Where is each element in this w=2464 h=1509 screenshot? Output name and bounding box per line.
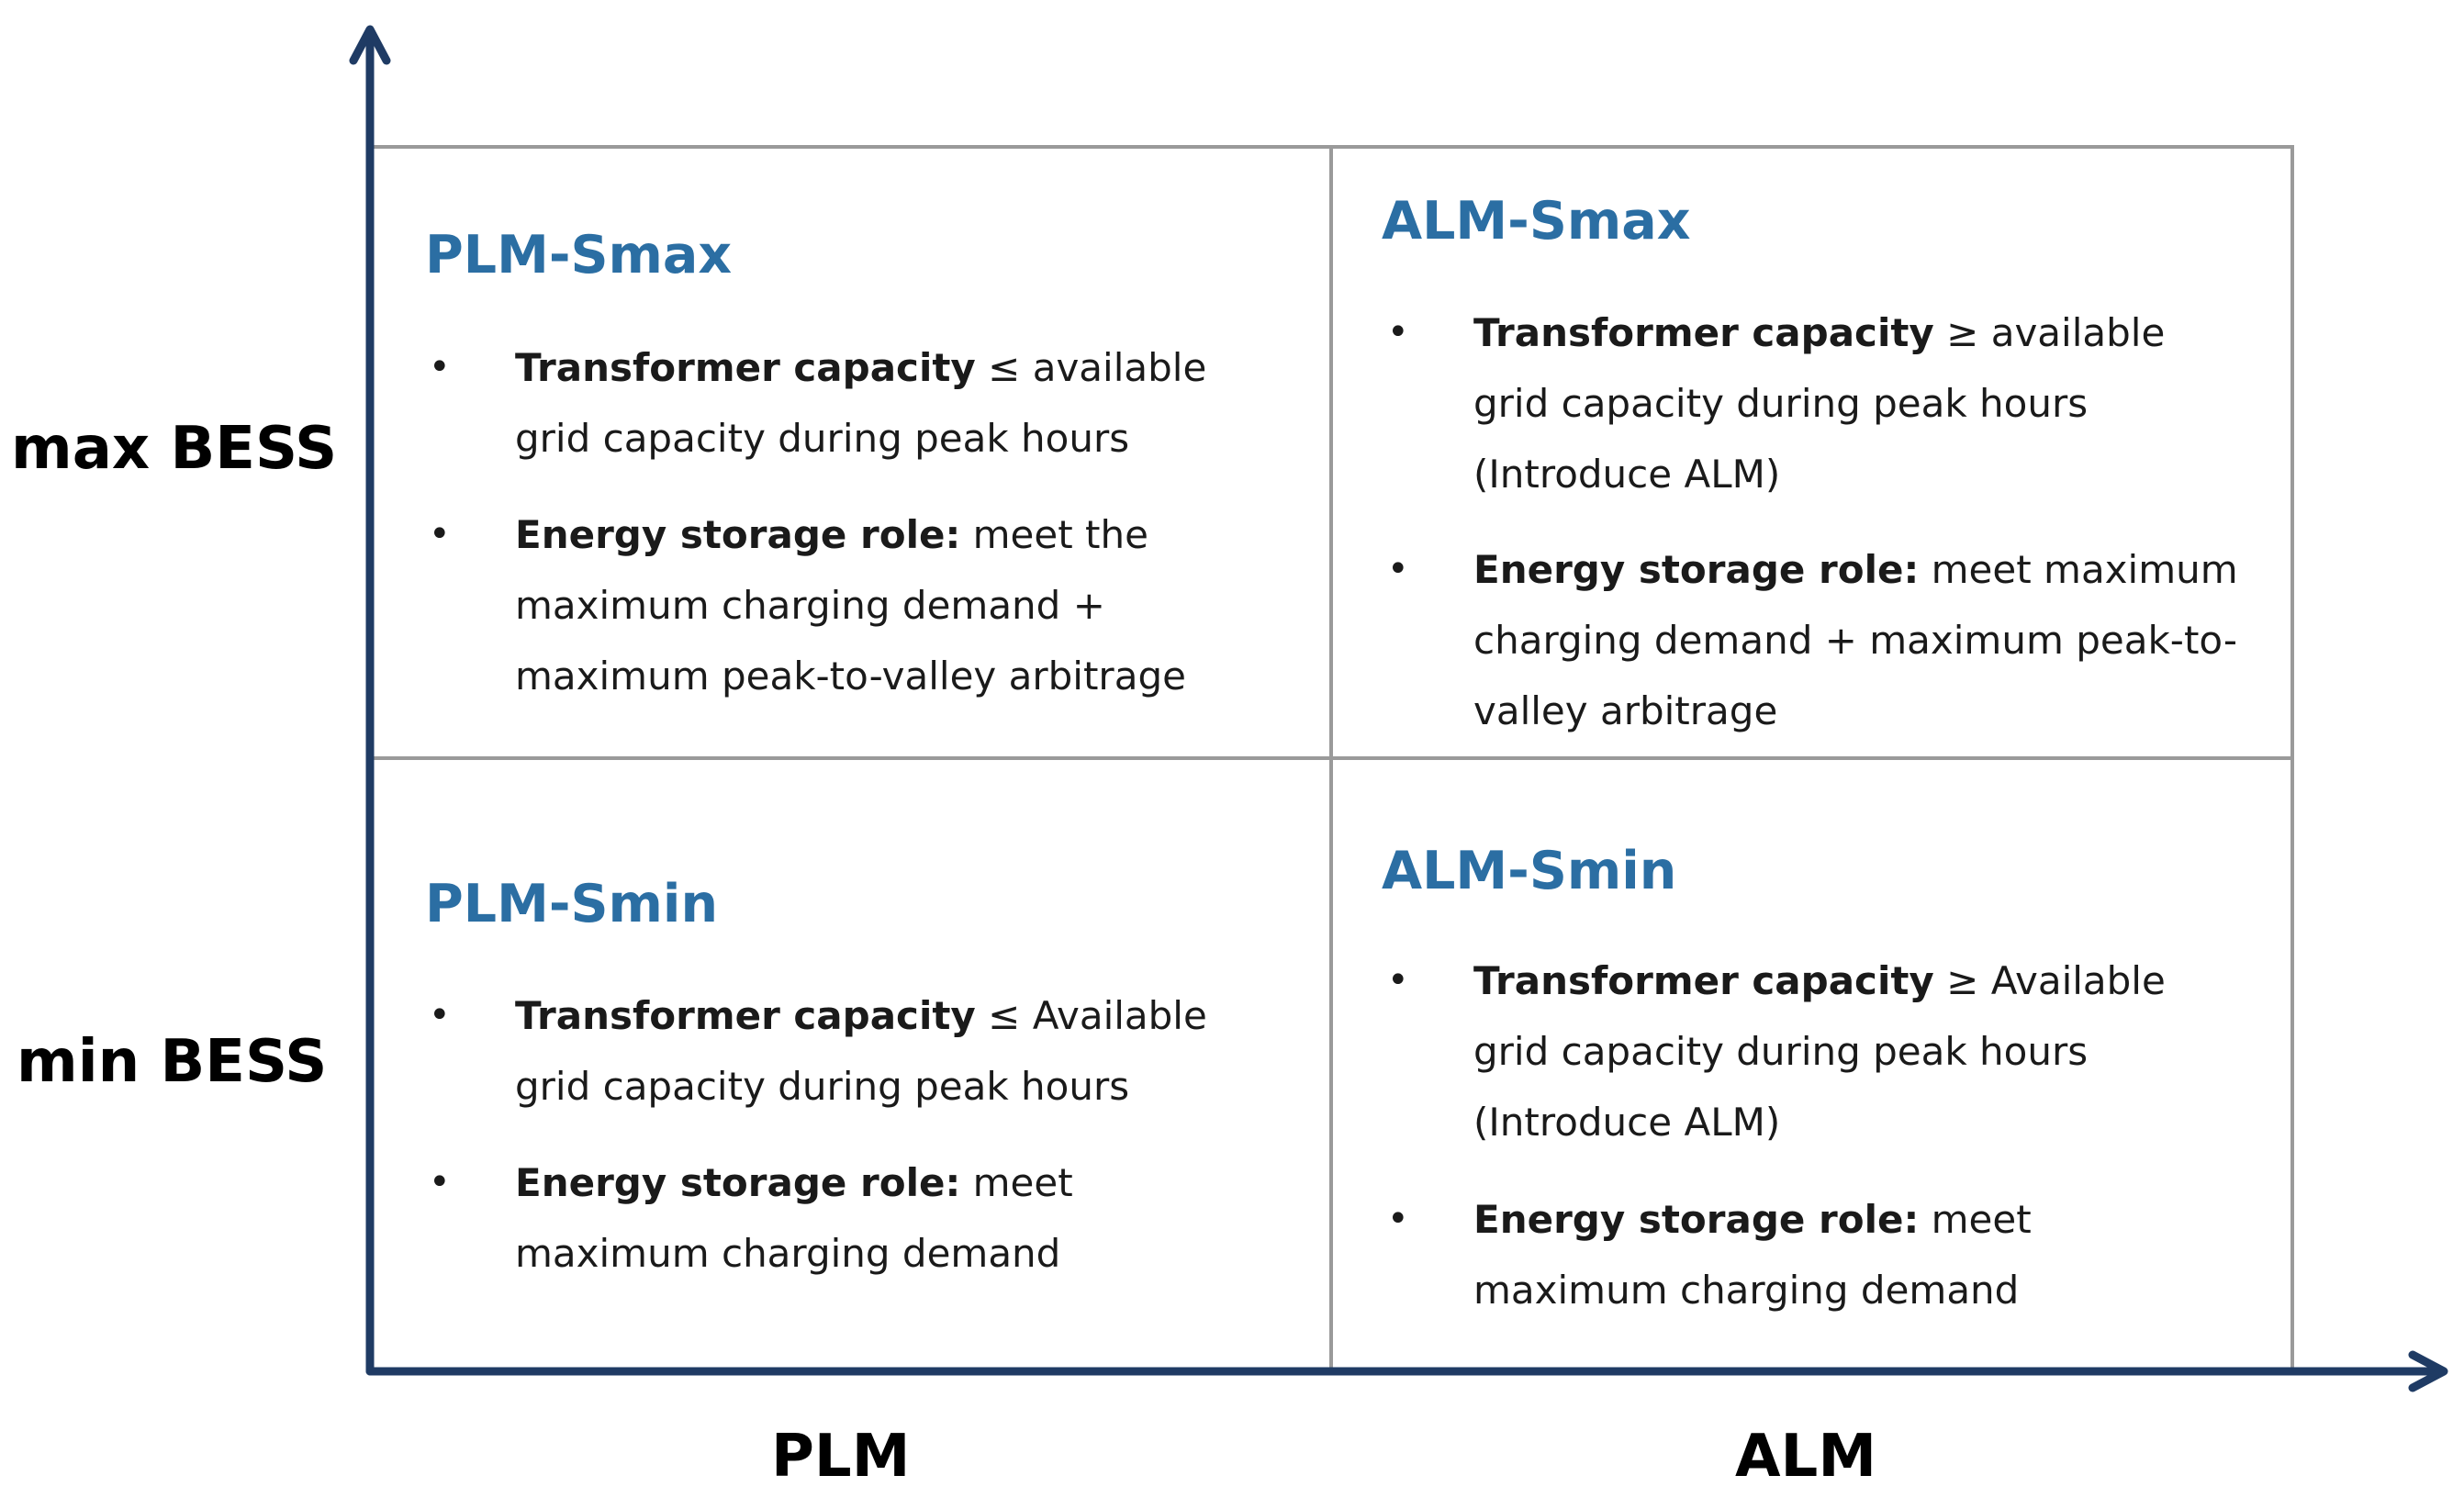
item-text: meet the maximum charging demand + maxim… [515,512,1186,699]
quadrant-title: ALM-Smax [1382,191,1691,252]
item-label: Transformer capacity [515,345,976,390]
quadrant-item: • Energy storage role: meet maximum char… [1387,1184,2226,1325]
quadrant-title: PLM-Smin [425,874,719,934]
quadrant-item: • Energy storage role: meet the maximum … [429,499,1240,711]
bullet-icon: • [429,513,451,555]
item-text: ≤ Available grid capacity during peak ho… [515,993,1207,1109]
item-label: Energy storage role: [1473,1197,1920,1242]
bullet-icon: • [1387,311,1409,353]
item-label: Energy storage role: [515,1160,961,1205]
item-label: Energy storage role: [515,512,961,557]
quadrant-item: • Energy storage role: meet maximum char… [1387,534,2254,746]
bullet-icon: • [1387,548,1409,590]
quadrant-title: PLM-Smax [425,225,733,285]
item-text: meet maximum charging demand + maximum p… [1473,547,2238,733]
axis-lines [349,25,2448,1392]
row-label-max-bess: max BESS [11,415,338,483]
item-text: meet maximum charging demand [515,1160,1073,1276]
item-text: ≥ Available grid capacity during peak ho… [1473,958,2166,1145]
item-label: Transformer capacity [1473,310,1934,355]
quadrant-item: • Transformer capacity ≤ available grid … [429,332,1277,474]
item-text: ≥ available grid capacity during peak ho… [1473,310,2166,497]
bullet-icon: • [1387,959,1409,1001]
quadrant-item: • Transformer capacity ≤ Available grid … [429,980,1277,1122]
quadrant-item: • Transformer capacity ≥ Available grid … [1387,945,2226,1157]
row-label-min-bess: min BESS [17,1028,328,1096]
item-label: Transformer capacity [515,993,976,1038]
bullet-icon: • [429,994,451,1036]
item-label: Energy storage role: [1473,547,1920,592]
quadrant-title: ALM-Smin [1382,841,1677,901]
x-axis-arrowhead [2408,1350,2448,1392]
quadrant-item: • Energy storage role: meet maximum char… [429,1147,1277,1289]
quadrant-item: • Transformer capacity ≥ available grid … [1387,297,2226,509]
col-label-plm: PLM [771,1423,911,1491]
y-axis-arrowhead [349,25,391,65]
bullet-icon: • [429,1161,451,1203]
item-label: Transformer capacity [1473,958,1934,1003]
bullet-icon: • [429,346,451,388]
item-text: ≤ available grid capacity during peak ho… [515,345,1207,461]
col-label-alm: ALM [1735,1423,1876,1491]
item-text: meet maximum charging demand [1473,1197,2032,1313]
bullet-icon: • [1387,1198,1409,1240]
